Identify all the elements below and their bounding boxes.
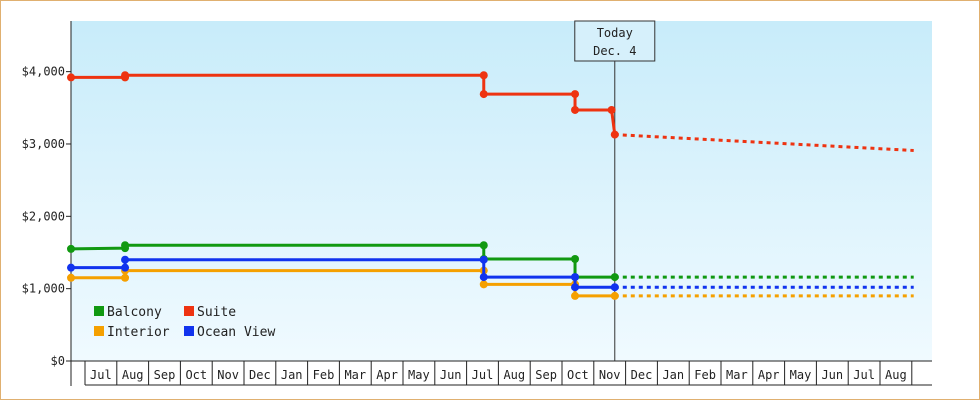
- x-month-label: Oct: [567, 368, 589, 382]
- legend-swatch-ocean-view: [184, 326, 194, 336]
- data-point-suite: [610, 130, 619, 139]
- x-month-label: Mar: [726, 368, 748, 382]
- month-strip: [85, 362, 932, 385]
- y-tick-label: $1,000: [22, 282, 65, 296]
- data-point-ocean-view: [610, 283, 619, 292]
- y-tick-label: $0: [51, 354, 65, 368]
- x-month-label: Apr: [758, 368, 780, 382]
- x-month-label: Mar: [344, 368, 366, 382]
- plot-background: [71, 21, 932, 361]
- data-point-suite: [121, 71, 130, 80]
- x-month-label: Feb: [313, 368, 335, 382]
- x-month-label: May: [408, 368, 430, 382]
- x-month-label: Sep: [535, 368, 557, 382]
- legend-label-suite: Suite: [197, 305, 236, 320]
- x-month-label: Nov: [599, 368, 621, 382]
- data-point-balcony: [610, 273, 619, 282]
- projection-line-suite: [614, 133, 914, 152]
- x-month-label: Jul: [472, 368, 494, 382]
- legend-swatch-interior: [94, 326, 104, 336]
- x-month-label: Sep: [154, 368, 176, 382]
- data-point-balcony: [121, 241, 130, 250]
- data-point-interior: [121, 273, 130, 282]
- data-point-balcony: [571, 255, 580, 263]
- data-point-suite: [479, 71, 488, 80]
- legend-label-ocean-view: Ocean View: [197, 325, 275, 340]
- data-point-interior: [571, 291, 580, 300]
- y-tick-label: $3,000: [22, 137, 65, 151]
- data-point-suite: [607, 105, 616, 114]
- x-month-label: Jun: [440, 368, 462, 382]
- x-month-label: Jan: [281, 368, 303, 382]
- x-month-label: Apr: [376, 368, 398, 382]
- data-point-ocean-view: [479, 273, 488, 282]
- x-month-label: Jul: [853, 368, 875, 382]
- x-month-label: Oct: [185, 368, 207, 382]
- data-point-balcony: [67, 244, 75, 253]
- data-point-ocean-view: [479, 255, 488, 264]
- x-month-label: Aug: [885, 368, 907, 382]
- today-date: Dec. 4: [593, 44, 636, 58]
- today-label: Today: [597, 26, 633, 40]
- data-point-suite: [67, 73, 75, 82]
- x-month-label: Jul: [90, 368, 112, 382]
- data-point-interior: [479, 280, 488, 289]
- data-point-ocean-view: [571, 273, 580, 282]
- data-point-ocean-view: [67, 263, 75, 272]
- data-point-balcony: [479, 241, 488, 250]
- data-point-ocean-view: [121, 255, 130, 264]
- x-month-label: May: [790, 368, 812, 382]
- x-month-label: Jan: [662, 368, 684, 382]
- x-month-label: Dec: [631, 368, 653, 382]
- x-month-label: Jun: [821, 368, 843, 382]
- legend-label-interior: Interior: [107, 325, 170, 340]
- legend-swatch-suite: [184, 306, 194, 316]
- data-point-interior: [610, 291, 619, 300]
- x-month-label: Aug: [503, 368, 525, 382]
- data-point-ocean-view: [571, 283, 580, 292]
- legend-swatch-balcony: [94, 306, 104, 316]
- data-point-suite: [571, 105, 580, 114]
- y-tick-label: $2,000: [22, 209, 65, 223]
- data-point-suite: [479, 90, 488, 99]
- x-month-label: Feb: [694, 368, 716, 382]
- x-month-label: Dec: [249, 368, 271, 382]
- x-month-label: Aug: [122, 368, 144, 382]
- y-tick-label: $4,000: [22, 65, 65, 79]
- data-point-suite: [571, 90, 580, 99]
- legend-label-balcony: Balcony: [107, 305, 162, 320]
- data-point-ocean-view: [121, 263, 130, 272]
- today-box: [574, 20, 656, 62]
- data-point-interior: [67, 273, 75, 282]
- x-month-label: Nov: [217, 368, 239, 382]
